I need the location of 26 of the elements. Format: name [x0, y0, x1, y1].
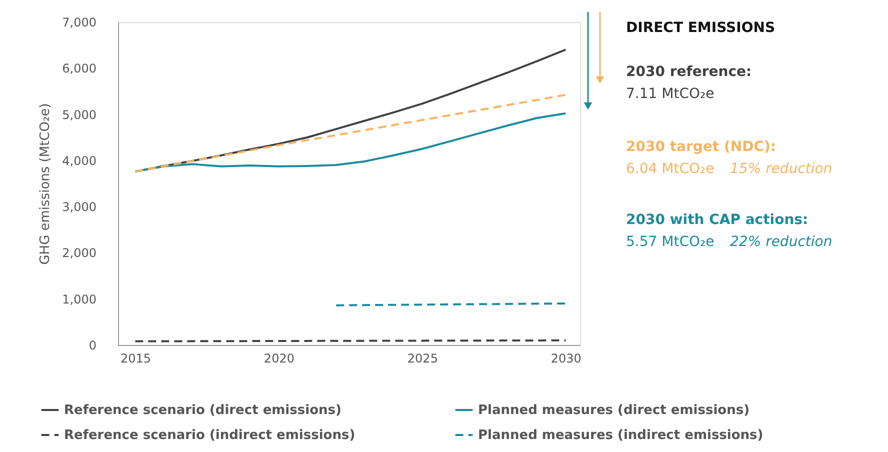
text: DIRECT EMISSIONS: [626, 20, 776, 36]
text: 2030 target (NDC):: [626, 139, 776, 155]
y-tick-label: 2,000: [62, 246, 96, 260]
y-tick-label: 7,000: [62, 16, 96, 30]
x-tick-label: 2025: [407, 352, 438, 366]
x-tick-label: 2030: [550, 352, 582, 366]
text: 6.04 MtCO₂e: [626, 161, 714, 177]
y-tick-label: 3,000: [62, 200, 96, 214]
text: 2030 with CAP actions:: [626, 212, 808, 228]
y-tick-label: 5,000: [62, 108, 96, 122]
x-tick-label: 2020: [264, 352, 294, 366]
legend-label: Planned measures (direct emissions): [478, 403, 750, 418]
y-tick-label: 4,000: [62, 154, 96, 168]
text: 7.11 MtCO₂e: [626, 86, 714, 102]
text: 2030 reference:: [626, 64, 752, 80]
text: 5.57 MtCO₂e: [626, 234, 714, 250]
text: 22% reduction: [730, 234, 832, 250]
text: 15% reduction: [730, 161, 832, 177]
x-tick-label: 2015: [120, 352, 151, 366]
legend-label: Reference scenario (indirect emissions): [64, 428, 356, 443]
y-axis-title: GHG emissions (MtCO₂e): [38, 103, 54, 265]
y-tick-label: 0: [88, 338, 96, 352]
y-tick-label: 6,000: [62, 62, 96, 76]
legend-label: Reference scenario (direct emissions): [64, 403, 342, 418]
y-tick-label: 1,000: [62, 292, 96, 306]
legend-label: Planned measures (indirect emissions): [478, 428, 764, 443]
